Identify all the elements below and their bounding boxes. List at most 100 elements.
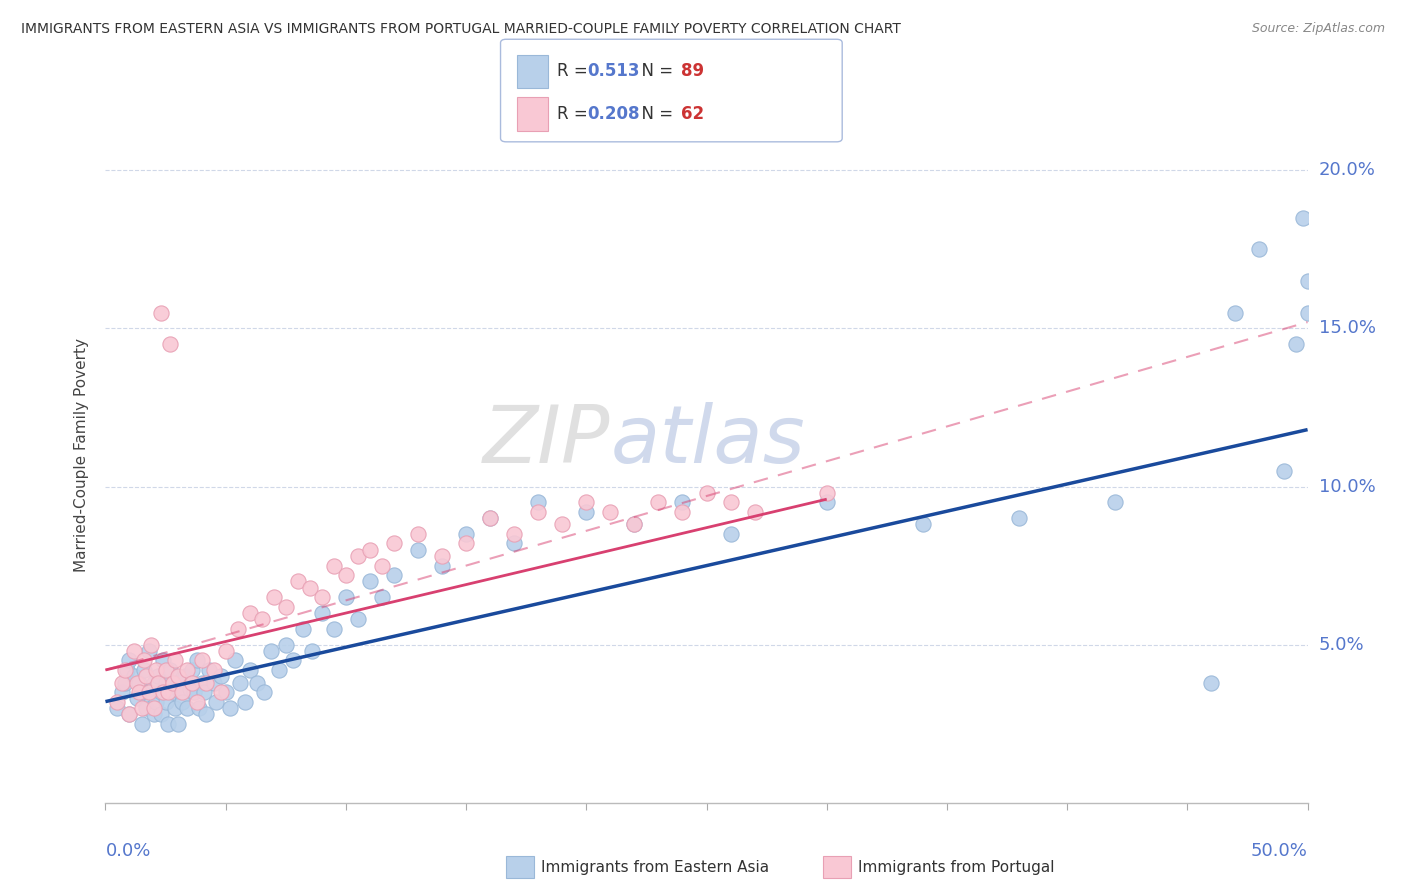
- Text: 0.0%: 0.0%: [105, 842, 150, 860]
- Point: [115, 663, 138, 677]
- Point: [139, 638, 162, 652]
- Point: [172, 685, 194, 699]
- Point: [145, 695, 167, 709]
- Text: ZIP: ZIP: [484, 402, 610, 480]
- Point: [166, 716, 188, 731]
- Point: [152, 653, 174, 667]
- Point: [1296, 274, 1319, 288]
- Point: [124, 669, 146, 683]
- Point: [205, 695, 228, 709]
- Point: [131, 701, 153, 715]
- Point: [169, 685, 191, 699]
- Point: [139, 685, 162, 699]
- Point: [181, 675, 204, 690]
- Point: [159, 337, 181, 351]
- Point: [118, 707, 141, 722]
- Point: [209, 669, 232, 683]
- Point: [454, 536, 477, 550]
- Point: [202, 675, 225, 690]
- Point: [347, 612, 370, 626]
- Point: [239, 663, 262, 677]
- Point: [142, 701, 165, 715]
- Point: [155, 695, 177, 709]
- Point: [148, 669, 170, 683]
- Point: [233, 695, 256, 709]
- Point: [359, 542, 381, 557]
- Point: [1201, 675, 1223, 690]
- Point: [229, 675, 252, 690]
- Point: [301, 644, 323, 658]
- Point: [188, 701, 211, 715]
- Point: [114, 675, 136, 690]
- Text: IMMIGRANTS FROM EASTERN ASIA VS IMMIGRANTS FROM PORTUGAL MARRIED-COUPLE FAMILY P: IMMIGRANTS FROM EASTERN ASIA VS IMMIGRAN…: [21, 22, 901, 37]
- Point: [263, 591, 285, 605]
- Point: [138, 644, 160, 658]
- Point: [149, 685, 172, 699]
- Text: R =: R =: [557, 105, 593, 123]
- Point: [149, 305, 172, 319]
- Point: [135, 701, 157, 715]
- Point: [152, 685, 174, 699]
- Point: [1008, 511, 1031, 525]
- Point: [575, 495, 598, 509]
- Point: [335, 568, 357, 582]
- Point: [1104, 495, 1126, 509]
- Point: [1284, 337, 1306, 351]
- Point: [114, 663, 136, 677]
- Point: [156, 716, 179, 731]
- Text: 5.0%: 5.0%: [1319, 636, 1364, 654]
- Point: [1296, 305, 1319, 319]
- Point: [148, 675, 170, 690]
- Point: [291, 622, 314, 636]
- Point: [155, 663, 177, 677]
- Text: 89: 89: [681, 62, 703, 80]
- Point: [132, 653, 155, 667]
- Point: [209, 685, 232, 699]
- Point: [131, 716, 153, 731]
- Point: [1225, 305, 1247, 319]
- Point: [503, 536, 526, 550]
- Point: [1272, 464, 1295, 478]
- Point: [198, 663, 221, 677]
- Point: [128, 685, 150, 699]
- Point: [179, 681, 201, 696]
- Point: [267, 663, 290, 677]
- Point: [260, 644, 283, 658]
- Text: atlas: atlas: [610, 402, 806, 480]
- Point: [479, 511, 502, 525]
- Point: [430, 558, 453, 573]
- Point: [186, 653, 208, 667]
- Point: [322, 558, 344, 573]
- Point: [274, 638, 297, 652]
- Point: [744, 505, 766, 519]
- Point: [359, 574, 381, 589]
- Point: [193, 685, 215, 699]
- Point: [173, 669, 195, 683]
- Point: [190, 653, 212, 667]
- Point: [149, 707, 172, 722]
- Point: [382, 568, 405, 582]
- Point: [159, 663, 181, 677]
- Point: [696, 486, 718, 500]
- Point: [623, 517, 645, 532]
- Point: [186, 695, 208, 709]
- Point: [671, 505, 693, 519]
- Point: [128, 675, 150, 690]
- Text: N =: N =: [631, 105, 679, 123]
- Point: [815, 495, 838, 509]
- Point: [138, 685, 160, 699]
- Point: [479, 511, 502, 525]
- Point: [720, 527, 742, 541]
- Point: [155, 675, 177, 690]
- Text: 10.0%: 10.0%: [1319, 477, 1375, 496]
- Point: [111, 685, 134, 699]
- Point: [162, 675, 184, 690]
- Point: [214, 685, 236, 699]
- Point: [239, 606, 262, 620]
- Point: [195, 675, 218, 690]
- Point: [430, 549, 453, 563]
- Point: [125, 691, 148, 706]
- Point: [107, 701, 129, 715]
- Point: [183, 685, 205, 699]
- Point: [599, 505, 621, 519]
